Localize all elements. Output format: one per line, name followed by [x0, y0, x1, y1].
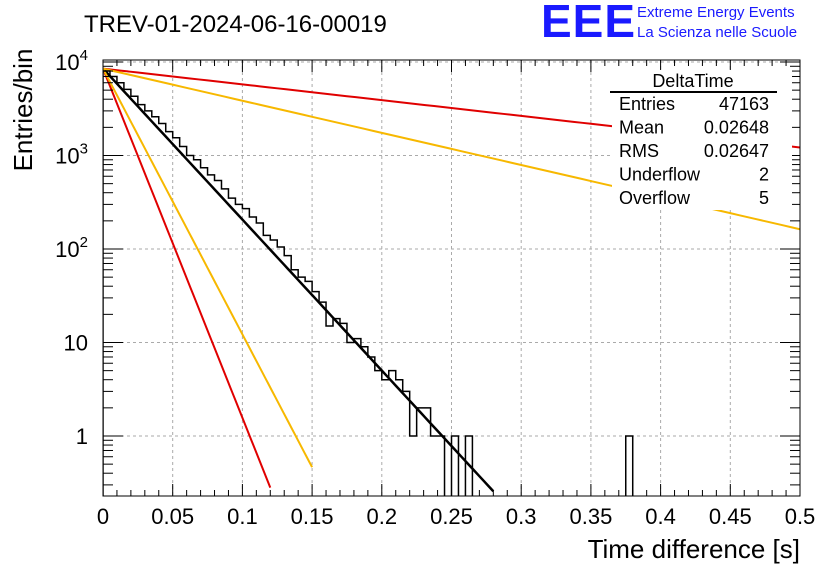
stats-label: Overflow	[619, 188, 691, 208]
stats-title: DeltaTime	[652, 71, 733, 91]
y-tick-label: 1	[76, 424, 88, 449]
histogram-bin	[131, 96, 138, 536]
x-tick-label: 0	[97, 504, 109, 529]
x-tick-label: 0.45	[709, 504, 752, 529]
histogram-outline	[103, 70, 634, 496]
stats-bg	[612, 70, 792, 210]
histogram	[103, 70, 634, 537]
x-tick-label: 0.05	[151, 504, 194, 529]
histogram-bin	[249, 217, 256, 536]
y-axis-label: Entries/bin	[8, 49, 38, 172]
x-tick-label: 0.25	[430, 504, 473, 529]
x-axis-label: Time difference [s]	[588, 534, 800, 564]
histogram-bin	[403, 391, 410, 536]
histogram-bin	[298, 277, 305, 536]
histogram-bin	[277, 247, 284, 536]
stats-value: 47163	[719, 94, 769, 114]
histogram-bin	[312, 292, 319, 536]
stats-label: Underflow	[619, 165, 701, 185]
histogram-bin	[152, 117, 159, 536]
histogram-bin	[354, 339, 361, 536]
logo-line-1: Extreme Energy Events	[637, 4, 795, 21]
stats-label: Entries	[619, 94, 675, 114]
stats-value: 2	[759, 165, 769, 185]
logo-line-2: La Scienza nelle Scuole	[637, 24, 798, 41]
histogram-bin	[417, 408, 424, 536]
x-tick-label: 0.4	[645, 504, 676, 529]
histogram-bin	[173, 138, 180, 536]
stats-box: DeltaTime Entries 47163 Mean 0.02648 RMS 0.026…	[610, 70, 792, 210]
histogram-bin	[410, 436, 417, 536]
histogram-bin	[347, 343, 354, 537]
y-tick-label: 104	[55, 47, 88, 75]
histogram-bin	[319, 302, 326, 536]
histogram-bin	[284, 256, 291, 536]
x-tick-label: 0.35	[569, 504, 612, 529]
histogram-bin	[242, 209, 249, 536]
histogram-bin	[340, 323, 347, 536]
stats-value: 0.02648	[704, 118, 769, 138]
stats-value: 5	[759, 188, 769, 208]
y-tick-label: 103	[55, 141, 88, 169]
histogram-bin	[103, 71, 110, 536]
stats-value: 0.02647	[704, 141, 769, 161]
x-tick-label: 0.1	[227, 504, 258, 529]
curve-2	[103, 68, 313, 468]
stats-label: RMS	[619, 141, 659, 161]
histogram-bin	[626, 436, 633, 536]
eee-logo: EEE	[541, 0, 637, 47]
histogram-bin	[201, 168, 208, 536]
x-tick-label: 0.5	[785, 504, 816, 529]
histogram-bin	[180, 146, 187, 536]
y-tick-label: 102	[55, 234, 88, 262]
histogram-bin	[256, 223, 263, 536]
histogram-bin	[305, 281, 312, 536]
histogram-bin	[110, 76, 117, 536]
x-tick-label: 0.2	[367, 504, 398, 529]
histogram-bin	[333, 319, 340, 536]
histogram-bin	[117, 83, 124, 536]
histogram-bin	[208, 175, 215, 536]
histogram-bin	[187, 156, 194, 537]
histogram-bin	[124, 89, 131, 536]
histogram-bin	[235, 204, 242, 536]
axis-ticks: 0 0.05 0.1 0.15 0.2 0.25 0.3 0.35 0.4 0.45 0.5 1 10 1…	[55, 47, 815, 529]
stats-label: Mean	[619, 118, 664, 138]
y-tick-label: 10	[64, 331, 88, 356]
histogram-bin	[221, 189, 228, 536]
curve-0	[103, 67, 495, 493]
curve-1	[103, 68, 272, 488]
chart-title: TREV-01-2024-06-16-00019	[84, 11, 387, 38]
x-tick-label: 0.15	[291, 504, 334, 529]
x-tick-label: 0.3	[506, 504, 537, 529]
histogram-bin	[194, 160, 201, 536]
